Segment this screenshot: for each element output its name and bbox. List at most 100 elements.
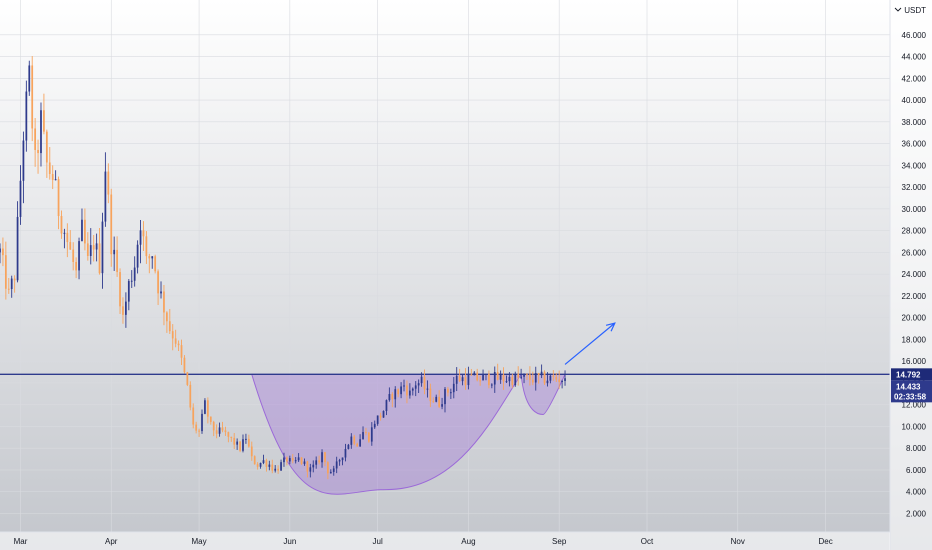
- candle-body: [16, 216, 19, 281]
- candle: [69, 230, 72, 250]
- candle: [86, 232, 89, 261]
- candle: [186, 371, 189, 387]
- month-tick-label: Dec: [818, 537, 832, 546]
- time-axis-background: [0, 532, 890, 550]
- month-tick-label: Jun: [283, 537, 296, 546]
- price-tick-label: 38.000: [902, 118, 927, 127]
- candle: [382, 410, 385, 418]
- trend-arrow-drawing[interactable]: [564, 322, 616, 365]
- candle-body: [157, 271, 159, 294]
- candle-body: [485, 373, 487, 375]
- candle: [142, 221, 145, 252]
- candle-body: [288, 458, 291, 462]
- candle-body: [511, 376, 514, 386]
- price-tick-label: 4.000: [906, 488, 927, 497]
- candle: [291, 454, 294, 464]
- candle: [31, 56, 34, 142]
- candle: [4, 241, 7, 300]
- candle: [406, 380, 408, 404]
- candle: [365, 427, 367, 436]
- candle: [552, 370, 555, 381]
- candle: [502, 367, 505, 390]
- month-tick-label: Nov: [731, 537, 745, 546]
- candle: [455, 367, 458, 392]
- candle-body: [467, 374, 470, 386]
- candle-body: [543, 371, 546, 384]
- candles[interactable]: [0, 56, 566, 480]
- candle: [242, 434, 244, 453]
- price-tick-label: 36.000: [902, 140, 927, 149]
- candle-body: [283, 457, 285, 463]
- candle: [564, 370, 566, 386]
- candle: [420, 372, 423, 387]
- candle-body: [432, 401, 435, 403]
- candle: [268, 460, 271, 471]
- candle-body: [435, 396, 438, 402]
- candle: [43, 93, 45, 135]
- candle: [45, 129, 48, 178]
- candle-body: [78, 241, 80, 271]
- candle-body: [66, 232, 69, 243]
- candle: [403, 379, 405, 392]
- candle-body: [382, 410, 385, 418]
- candle-body: [125, 301, 127, 315]
- candle: [485, 373, 487, 381]
- candle: [473, 371, 476, 376]
- candle-body: [101, 221, 104, 274]
- candle-body: [247, 438, 250, 447]
- price-tick-label: 6.000: [906, 466, 927, 475]
- time-axis[interactable]: Mar Apr May Jun Jul Aug Sep Oct Nov Dec: [0, 531, 890, 550]
- candle-body: [13, 278, 16, 281]
- candle-body: [526, 374, 528, 376]
- candle-body: [417, 383, 420, 386]
- candle-body: [180, 345, 183, 358]
- handle-shape: [520, 373, 566, 416]
- countdown-label: 02:33:58: [894, 392, 927, 401]
- candle-body: [464, 377, 467, 386]
- candle: [441, 397, 443, 410]
- candle-body: [441, 404, 443, 407]
- price-tick-label: 34.000: [902, 161, 927, 170]
- candle: [157, 269, 159, 306]
- candle: [531, 371, 534, 386]
- candle-body: [537, 373, 540, 376]
- candle: [499, 370, 502, 384]
- candle: [236, 438, 239, 450]
- candle: [426, 380, 429, 398]
- price-tick-label: 28.000: [902, 227, 927, 236]
- candle: [356, 442, 359, 447]
- candle-body: [473, 372, 476, 376]
- candle-body: [201, 413, 203, 432]
- candle: [476, 368, 479, 382]
- candle: [400, 382, 402, 399]
- candle-body: [385, 400, 388, 411]
- candle: [408, 383, 411, 399]
- candle-body: [139, 230, 142, 245]
- candle: [520, 368, 522, 380]
- candle-body: [291, 458, 294, 461]
- candle: [101, 212, 104, 289]
- candle-body: [523, 374, 525, 377]
- candle-body: [34, 128, 37, 150]
- candle: [496, 363, 499, 381]
- candle: [540, 364, 543, 379]
- candle-body: [265, 460, 268, 467]
- candle-body: [154, 256, 157, 272]
- candle: [332, 465, 335, 476]
- price-axis[interactable]: 2.0004.0006.0008.00010.00012.00014.00016…: [889, 0, 932, 550]
- candle: [467, 366, 470, 390]
- candle: [40, 102, 42, 167]
- candle: [139, 219, 142, 264]
- candle-body: [423, 376, 426, 390]
- candle-body: [189, 384, 192, 408]
- candle: [561, 379, 563, 389]
- candle-body: [122, 306, 124, 315]
- candle-body: [98, 243, 101, 274]
- month-tick-label: Mar: [14, 537, 28, 546]
- candle: [198, 428, 200, 437]
- candle-body: [104, 171, 107, 222]
- candle: [288, 455, 291, 465]
- price-axis-background: [890, 0, 932, 550]
